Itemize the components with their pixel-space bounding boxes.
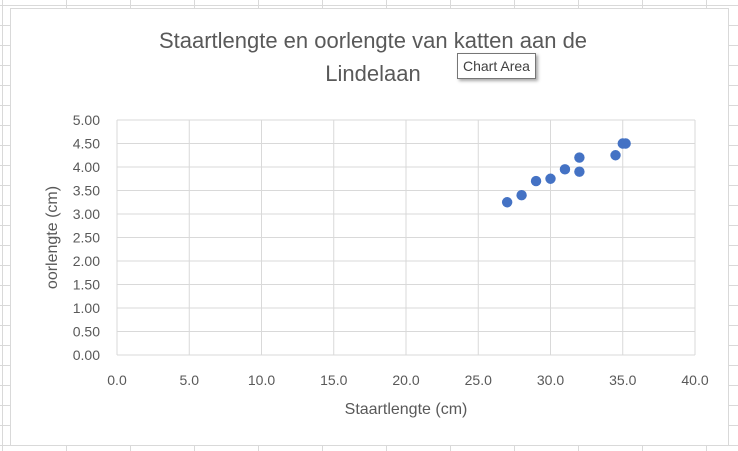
x-tick-label: 0.0 <box>107 372 127 388</box>
y-tick-label: 1.00 <box>73 300 100 316</box>
x-tick-label: 20.0 <box>392 372 419 388</box>
x-tick-label: 40.0 <box>681 372 708 388</box>
data-point[interactable] <box>610 150 621 161</box>
y-tick-label: 0.50 <box>73 324 100 340</box>
y-tick-label: 2.00 <box>73 253 100 269</box>
data-point[interactable] <box>545 173 556 184</box>
x-tick-label: 25.0 <box>465 372 492 388</box>
y-axis-title[interactable]: oorlengte (cm) <box>44 186 61 289</box>
data-point[interactable] <box>530 175 542 187</box>
data-point[interactable] <box>620 138 631 149</box>
horizontal-gridlines <box>117 119 695 356</box>
y-axis-tick-labels: 0.00 0.50 1.00 1.50 2.00 2.50 3.00 3.50 4.00 4.50… <box>73 112 100 363</box>
data-point[interactable] <box>516 190 527 201</box>
x-axis-title[interactable]: Staartlengte (cm) <box>345 401 468 418</box>
chart-area[interactable] <box>10 8 729 446</box>
x-tick-label: 15.0 <box>320 372 347 388</box>
data-point[interactable] <box>574 166 585 177</box>
y-tick-label: 0.00 <box>73 347 100 363</box>
y-tick-label: 3.00 <box>73 206 100 222</box>
y-tick-label: 3.50 <box>73 183 100 199</box>
data-point[interactable] <box>574 152 585 163</box>
y-tick-label: 4.00 <box>73 159 100 175</box>
data-point[interactable] <box>559 164 571 175</box>
y-tick-label: 1.50 <box>73 277 100 293</box>
x-tick-label: 10.0 <box>248 372 275 388</box>
x-tick-label: 30.0 <box>537 372 564 388</box>
y-tick-label: 2.50 <box>73 230 100 246</box>
y-tick-label: 5.00 <box>73 112 100 128</box>
y-tick-label: 4.50 <box>73 136 100 152</box>
data-points <box>501 138 631 208</box>
chart-title[interactable]: Staartlengte en oorlengte van katten aan… <box>158 28 588 86</box>
x-tick-label: 35.0 <box>609 372 636 388</box>
data-point[interactable] <box>501 197 513 208</box>
x-tick-label: 5.0 <box>180 372 200 388</box>
x-axis-tick-labels: 0.0 5.0 10.0 15.0 20.0 25.0 30.0 35.0 40.0 <box>107 372 709 388</box>
chart-area-tooltip: Chart Area <box>457 53 536 79</box>
